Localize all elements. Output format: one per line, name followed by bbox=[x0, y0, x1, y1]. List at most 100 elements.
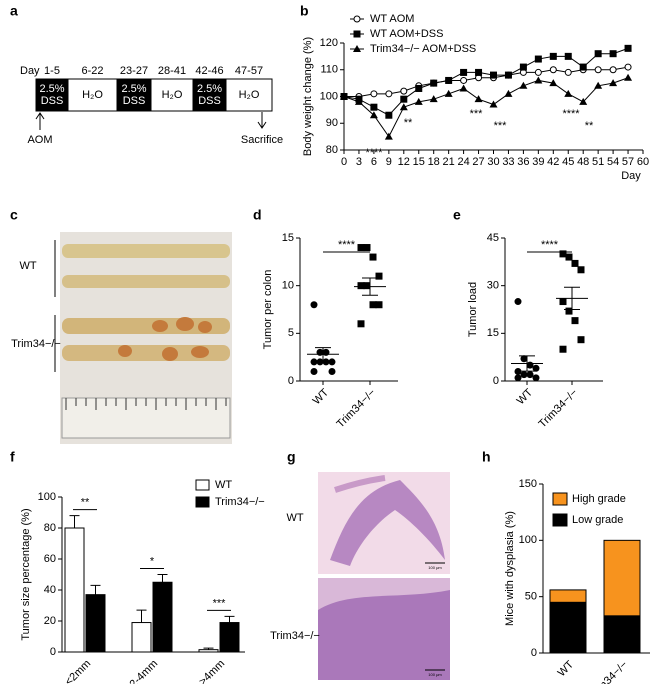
marker bbox=[400, 95, 408, 103]
marker bbox=[357, 244, 365, 252]
marker bbox=[414, 97, 423, 105]
tumor bbox=[198, 321, 212, 333]
colon-strip bbox=[62, 244, 230, 258]
y-axis-label: Mice with dysplasia (%) bbox=[504, 511, 516, 626]
period-label: 28-41 bbox=[158, 65, 186, 77]
marker bbox=[514, 298, 522, 306]
treatment-label: 2.5% bbox=[197, 83, 222, 95]
x-tick-label: 39 bbox=[532, 156, 544, 168]
tumor bbox=[176, 317, 194, 331]
y-tick-label: 120 bbox=[320, 37, 338, 49]
marker bbox=[328, 358, 336, 366]
marker bbox=[444, 89, 453, 97]
marker bbox=[357, 320, 365, 328]
marker bbox=[369, 253, 377, 261]
x-tick-label: Trim34−/− bbox=[587, 659, 631, 684]
x-tick-label: 21 bbox=[443, 156, 455, 168]
colon-photo bbox=[54, 232, 232, 444]
treatment-label: H₂O bbox=[162, 89, 183, 101]
y-tick-label: 90 bbox=[326, 117, 338, 129]
y-tick-label: 80 bbox=[326, 144, 338, 156]
error-bar bbox=[315, 347, 331, 362]
marker bbox=[520, 355, 528, 363]
marker bbox=[514, 374, 522, 382]
marker bbox=[354, 97, 363, 105]
marker bbox=[534, 55, 542, 63]
arrow bbox=[257, 112, 267, 129]
marker bbox=[519, 63, 527, 71]
significance: **** bbox=[562, 108, 580, 120]
error-bar bbox=[136, 609, 147, 623]
legend-swatch bbox=[195, 479, 210, 491]
panel-label: f bbox=[10, 449, 15, 465]
marker bbox=[624, 63, 632, 71]
marker bbox=[445, 76, 453, 84]
marker bbox=[559, 298, 567, 306]
error-bar bbox=[157, 574, 168, 583]
x-tick-label: 0 bbox=[341, 156, 347, 168]
marker bbox=[594, 66, 602, 74]
marker bbox=[459, 84, 468, 92]
marker bbox=[310, 301, 318, 309]
group-label: Trim34−/− bbox=[270, 630, 320, 642]
y-tick-label: 0 bbox=[531, 647, 537, 659]
significance: ** bbox=[404, 117, 413, 129]
colon-strip bbox=[62, 275, 230, 288]
marker bbox=[322, 358, 330, 366]
legend-marker bbox=[353, 30, 361, 38]
x-tick-label: WT bbox=[515, 386, 536, 407]
x-tick-label: 51 bbox=[592, 156, 604, 168]
bar-segment bbox=[549, 589, 587, 603]
x-tick-label: 60 bbox=[637, 156, 649, 168]
marker bbox=[579, 63, 587, 71]
y-tick-label: 50 bbox=[525, 591, 537, 603]
marker bbox=[609, 66, 617, 74]
marker bbox=[565, 307, 573, 315]
start-label: AOM bbox=[27, 134, 52, 146]
x-tick-label: 24 bbox=[457, 156, 469, 168]
tissue bbox=[318, 590, 450, 680]
x-tick-label: WT bbox=[556, 658, 577, 679]
marker bbox=[429, 95, 438, 103]
series-line bbox=[343, 47, 629, 116]
marker bbox=[340, 92, 348, 100]
y-tick-label: 80 bbox=[44, 522, 56, 534]
x-tick-label: Trim34−/− bbox=[537, 387, 581, 431]
legend-marker bbox=[353, 15, 361, 23]
series-line bbox=[343, 77, 629, 138]
x-tick-label: 27 bbox=[472, 156, 484, 168]
y-tick-label: 30 bbox=[487, 280, 499, 292]
y-tick-label: 100 bbox=[320, 90, 338, 102]
tumor bbox=[118, 345, 132, 357]
marker bbox=[564, 89, 573, 97]
x-tick-label: 2-4mm bbox=[127, 658, 160, 684]
bar bbox=[85, 594, 106, 653]
marker bbox=[504, 89, 513, 97]
tissue bbox=[334, 475, 386, 493]
panel-label: e bbox=[453, 207, 461, 223]
marker bbox=[310, 367, 318, 375]
significance: ** bbox=[81, 497, 90, 509]
y-tick-label: 0 bbox=[493, 375, 499, 387]
x-tick-label: 42 bbox=[547, 156, 559, 168]
treatment-label: DSS bbox=[41, 95, 64, 107]
marker bbox=[489, 100, 498, 108]
tumor bbox=[152, 320, 168, 332]
marker bbox=[549, 66, 557, 74]
y-axis-label: Body weight change (%) bbox=[302, 37, 314, 156]
error-bar bbox=[564, 286, 580, 310]
significance: ** bbox=[585, 120, 594, 132]
tumor bbox=[162, 347, 178, 361]
colon-strip bbox=[62, 345, 230, 361]
marker bbox=[384, 132, 393, 140]
bar bbox=[198, 649, 219, 653]
error-bar bbox=[362, 277, 378, 296]
legend-label: Trim34−/− bbox=[215, 496, 265, 508]
legend-marker bbox=[353, 45, 361, 52]
marker bbox=[375, 272, 383, 280]
marker bbox=[370, 90, 378, 98]
error-bar bbox=[69, 515, 80, 528]
marker bbox=[564, 68, 572, 76]
marker bbox=[526, 361, 534, 369]
